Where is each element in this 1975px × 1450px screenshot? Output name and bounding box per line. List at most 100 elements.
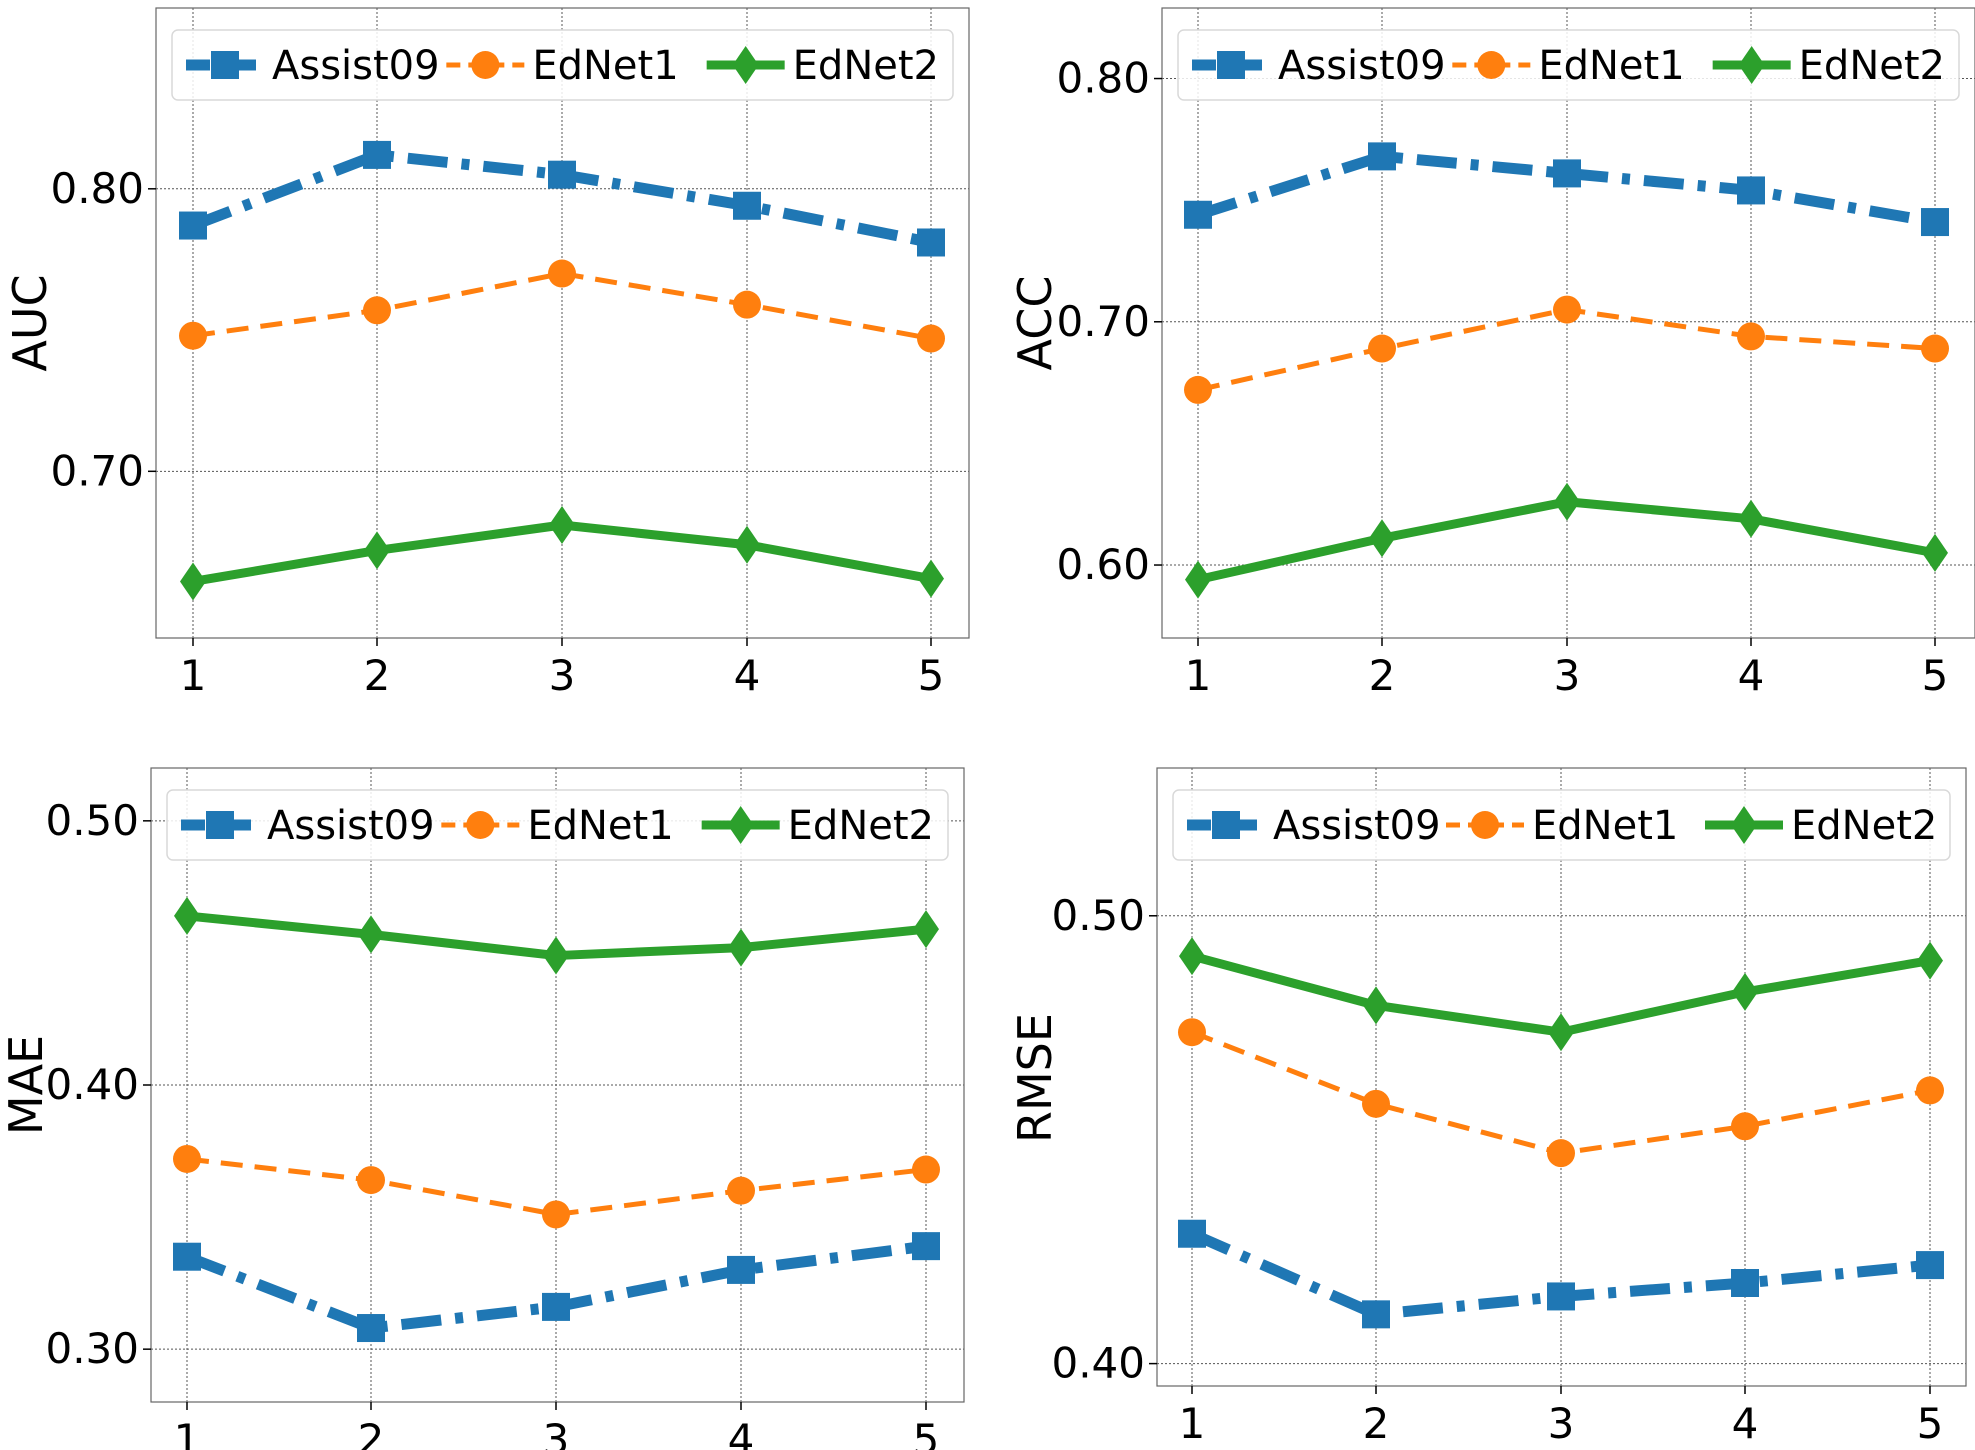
data-point-assist09: [1553, 159, 1581, 188]
data-point-assist09: [173, 1242, 201, 1271]
data-point-ednet2: [1738, 499, 1764, 538]
y-axis-label: AUC: [3, 274, 57, 371]
legend: Assist09 EdNet1 EdNet2: [166, 789, 949, 861]
plot-frame: [1161, 7, 1975, 639]
y-tick-label: 0.70: [1056, 297, 1150, 346]
data-point-ednet2: [358, 915, 384, 954]
data-point-assist09: [363, 140, 391, 169]
legend: Assist09 EdNet1 EdNet2: [1177, 29, 1960, 101]
data-point-ednet1: [1547, 1139, 1575, 1168]
legend-label: EdNet2: [788, 803, 934, 849]
data-point-ednet2: [918, 559, 944, 598]
data-point-ednet1: [363, 296, 391, 325]
legend-marker: [1471, 811, 1499, 839]
y-tick-label: 0.60: [1056, 540, 1150, 589]
data-point-ednet2: [549, 505, 575, 544]
data-point-ednet2: [1185, 560, 1211, 599]
legend: Assist09 EdNet1 EdNet2: [1172, 789, 1951, 861]
legend-label: EdNet2: [1791, 803, 1937, 849]
data-point-ednet1: [357, 1166, 385, 1195]
y-tick-label: 0.80: [1056, 54, 1150, 103]
y-tick-label: 0.50: [1051, 891, 1145, 940]
x-tick-label: 4: [734, 651, 761, 700]
x-tick-label: 3: [543, 1415, 570, 1450]
legend-label: Assist09: [272, 43, 440, 89]
data-point-assist09: [1731, 1269, 1759, 1297]
legend-marker: [1477, 51, 1506, 79]
legend-label: EdNet1: [532, 43, 678, 89]
legend-marker: [206, 811, 234, 839]
data-point-ednet1: [1553, 295, 1581, 324]
data-point-ednet2: [174, 896, 200, 935]
chart-panel-mae: 0.30 0.40 0.50 1 2 3 4 5 MAE Assist09 EdNet1 EdNet2: [0, 767, 965, 1450]
y-tick-label: 0.70: [50, 446, 144, 495]
x-tick-label: 2: [364, 651, 391, 700]
data-point-assist09: [548, 160, 576, 189]
legend-label: Assist09: [267, 803, 435, 849]
data-point-ednet1: [733, 290, 761, 319]
y-axis-label: MAE: [0, 1035, 53, 1135]
data-point-assist09: [1547, 1282, 1575, 1311]
x-tick-label: 4: [1732, 1399, 1759, 1448]
legend-marker: [732, 46, 759, 84]
data-point-assist09: [1916, 1251, 1944, 1280]
data-point-assist09: [912, 1232, 940, 1261]
data-point-ednet2: [913, 910, 939, 949]
data-point-ednet1: [1184, 375, 1212, 404]
data-point-ednet1: [917, 324, 945, 353]
legend-box: [1172, 789, 1951, 861]
data-point-assist09: [357, 1314, 385, 1343]
data-point-assist09: [727, 1255, 755, 1284]
data-point-ednet2: [543, 936, 569, 975]
x-tick-label: 2: [1369, 651, 1396, 700]
data-point-ednet1: [1731, 1112, 1759, 1141]
data-point-assist09: [1178, 1219, 1206, 1248]
x-tick-label: 4: [1738, 651, 1765, 700]
data-point-ednet2: [180, 562, 206, 601]
data-point-ednet1: [1178, 1018, 1206, 1047]
data-point-ednet2: [1917, 941, 1943, 980]
data-point-ednet1: [912, 1155, 940, 1184]
x-tick-label: 1: [180, 651, 207, 700]
data-point-ednet2: [1548, 1013, 1574, 1052]
y-tick-label: 0.40: [1051, 1339, 1145, 1388]
legend-box: [1177, 29, 1960, 101]
x-tick-label: 1: [1185, 651, 1212, 700]
series-line-ednet1: [186, 1156, 927, 1217]
legend-marker: [1212, 811, 1240, 839]
legend-marker: [727, 806, 754, 844]
data-point-ednet1: [1921, 334, 1949, 363]
data-point-ednet1: [1916, 1076, 1944, 1105]
y-tick-label: 0.40: [45, 1060, 139, 1109]
x-tick-label: 4: [728, 1415, 755, 1450]
data-point-assist09: [1921, 208, 1949, 237]
legend-box: [171, 29, 954, 101]
chart-panel-acc: 0.60 0.70 0.80 1 2 3 4 5 ACC Assist09 EdNet1 EdNet2: [1008, 7, 1975, 700]
data-point-ednet2: [728, 928, 754, 967]
legend-label: EdNet2: [793, 43, 939, 89]
data-point-ednet2: [1554, 482, 1580, 521]
legend-marker: [1738, 46, 1765, 84]
x-tick-label: 2: [1363, 1399, 1390, 1448]
data-point-assist09: [179, 211, 207, 240]
data-point-ednet2: [1369, 519, 1395, 558]
y-tick-label: 0.50: [45, 796, 139, 845]
y-axis-label: RMSE: [1008, 1013, 1062, 1143]
y-axis-label: ACC: [1008, 276, 1062, 371]
legend-label: Assist09: [1273, 803, 1441, 849]
x-tick-label: 3: [1548, 1399, 1575, 1448]
x-tick-label: 2: [358, 1415, 385, 1450]
chart-panel-rmse: 0.40 0.50 1 2 3 4 5 RMSE Assist09 EdNet1 EdNet2: [1008, 767, 1967, 1448]
legend-marker: [1731, 806, 1757, 844]
data-point-ednet2: [1179, 937, 1205, 976]
legend-marker: [211, 51, 239, 79]
x-tick-label: 3: [549, 651, 576, 700]
legend: Assist09 EdNet1 EdNet2: [171, 29, 954, 101]
data-point-ednet2: [1363, 986, 1389, 1025]
legend-label: Assist09: [1278, 43, 1446, 89]
data-point-ednet1: [548, 259, 576, 288]
y-tick-label: 0.30: [45, 1324, 139, 1373]
chart-panel-auc: 0.70 0.80 1 2 3 4 5 AUC Assist09 EdNet1 EdNet2: [3, 7, 970, 700]
legend-marker: [471, 51, 500, 79]
legend-marker: [466, 811, 495, 839]
